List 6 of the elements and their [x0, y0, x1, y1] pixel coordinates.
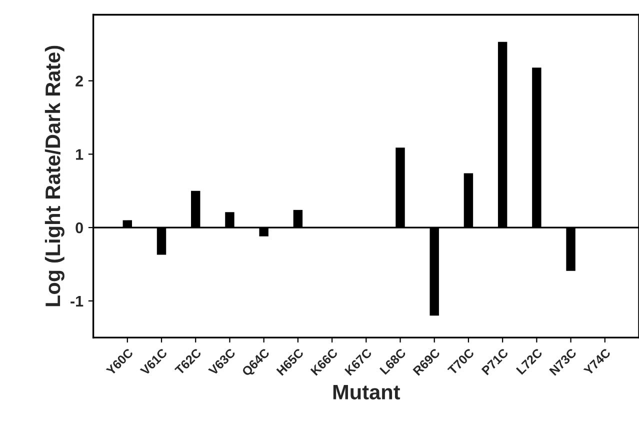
y-axis-title: Log (Light Rate/Dark Rate) [44, 46, 64, 306]
x-axis-title: Mutant [333, 384, 400, 400]
y-tick-label: 1 [76, 149, 84, 160]
y-tick-label: -1 [70, 296, 84, 306]
y-tick-label: 2 [76, 76, 83, 86]
y-tick-label: 0 [76, 222, 83, 234]
